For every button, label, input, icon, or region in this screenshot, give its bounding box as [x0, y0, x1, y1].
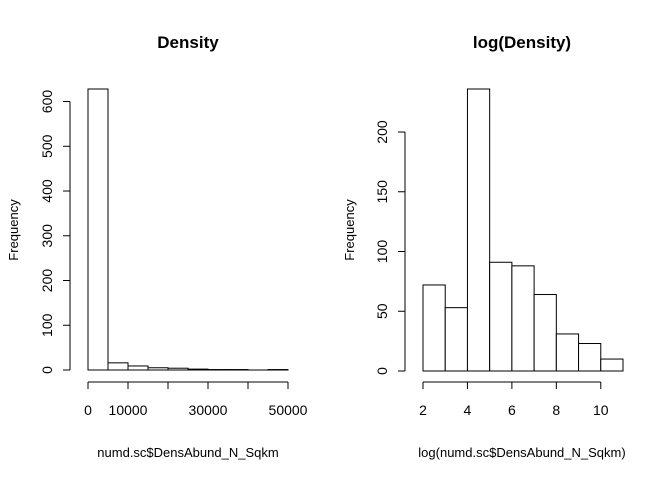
histogram-bar — [107, 362, 129, 371]
log-density-histogram-panel: log(Density) log(numd.sc$DensAbund_N_Sqk… — [342, 33, 626, 460]
chart-title: log(Density) — [473, 33, 571, 52]
x-tick-label: 4 — [464, 402, 472, 418]
histogram-bar — [422, 284, 446, 372]
x-axis: 0 10000 30000 50000 — [84, 381, 308, 418]
x-axis-label: log(numd.sc$DensAbund_N_Sqkm) — [418, 445, 625, 460]
y-tick-label: 100 — [39, 313, 55, 337]
y-tick-label: 200 — [374, 120, 390, 144]
histogram-bar — [533, 294, 557, 372]
y-tick-label: 500 — [39, 134, 55, 158]
y-axis: 0 100 200 300 400 500 600 — [39, 90, 71, 374]
histogram-bar — [578, 343, 602, 372]
histogram-bar — [87, 88, 109, 371]
x-tick-label: 10 — [593, 402, 609, 418]
x-tick-label: 2 — [419, 402, 427, 418]
histogram-bar — [187, 368, 209, 371]
y-tick-label: 0 — [39, 366, 55, 374]
density-histogram-panel: Density numd.sc$DensAbund_N_Sqkm Frequen… — [6, 33, 308, 460]
y-axis-label: Frequency — [6, 199, 21, 261]
bars — [87, 88, 289, 371]
x-tick-label: 50000 — [269, 402, 308, 418]
y-tick-label: 150 — [374, 180, 390, 204]
bars — [422, 88, 624, 372]
y-tick-label: 50 — [374, 303, 390, 319]
histogram-bar — [147, 367, 169, 371]
histogram-bar — [127, 365, 149, 371]
y-tick-label: 200 — [39, 269, 55, 293]
x-axis-label: numd.sc$DensAbund_N_Sqkm — [97, 445, 278, 460]
chart-title: Density — [157, 33, 219, 52]
histogram-bar — [167, 367, 189, 371]
y-axis-label: Frequency — [342, 199, 357, 261]
histogram-bar — [489, 261, 513, 372]
y-tick-label: 100 — [374, 240, 390, 264]
y-tick-label: 0 — [374, 367, 390, 375]
x-tick-label: 8 — [552, 402, 560, 418]
histogram-bar — [444, 307, 468, 372]
y-tick-label: 300 — [39, 224, 55, 248]
y-tick-label: 400 — [39, 179, 55, 203]
x-axis: 2 4 6 8 10 — [419, 381, 609, 418]
histogram-bar — [600, 358, 624, 372]
histogram-bar — [511, 265, 535, 372]
x-tick-label: 30000 — [189, 402, 228, 418]
y-axis: 0 50 100 150 200 — [374, 120, 406, 375]
x-tick-label: 0 — [84, 402, 92, 418]
histogram-bar — [466, 88, 491, 372]
x-tick-label: 10000 — [109, 402, 148, 418]
histogram-bar — [555, 333, 580, 372]
x-tick-label: 6 — [508, 402, 516, 418]
y-tick-label: 600 — [39, 90, 55, 114]
